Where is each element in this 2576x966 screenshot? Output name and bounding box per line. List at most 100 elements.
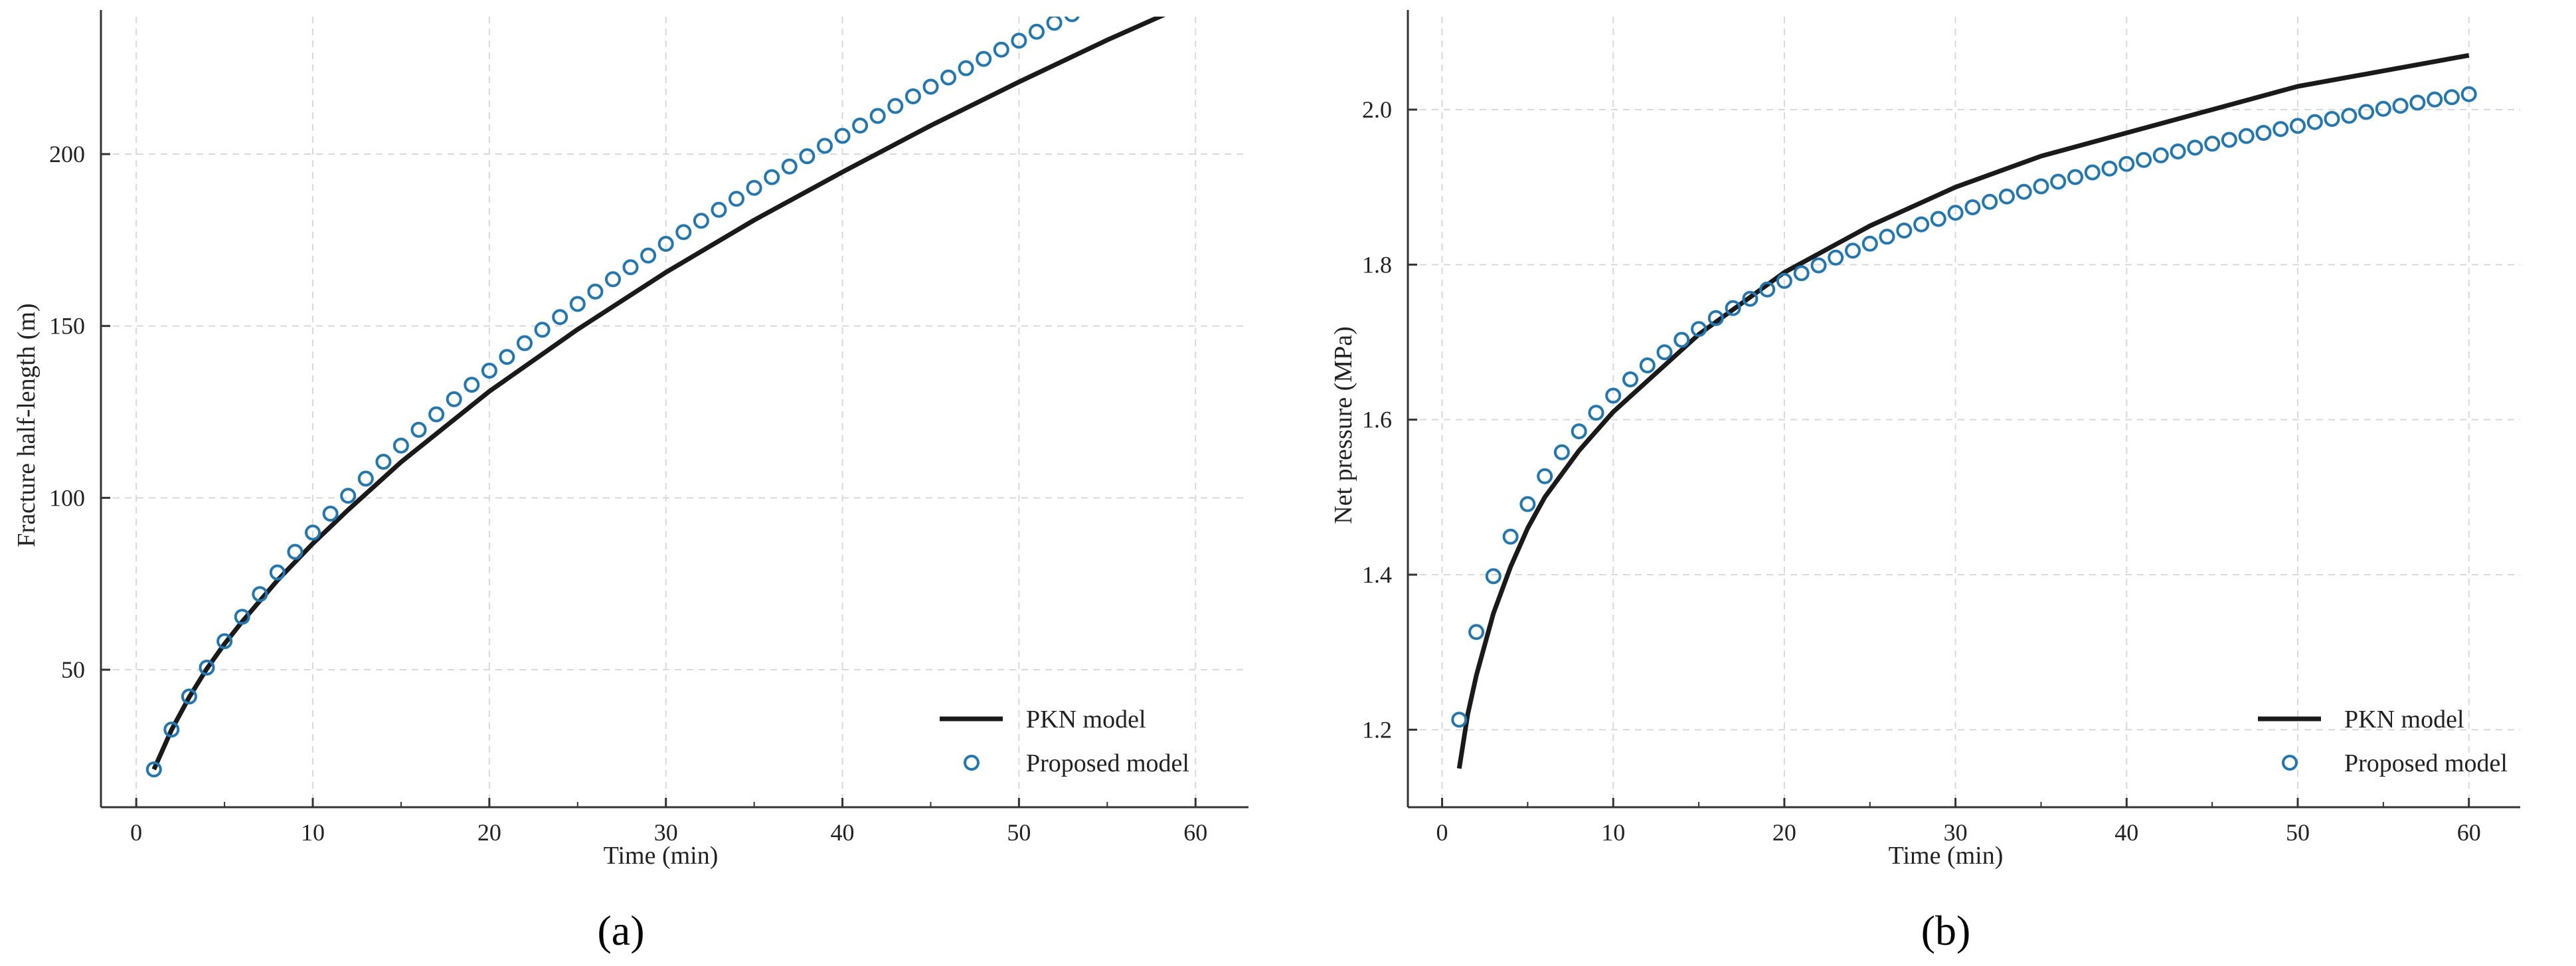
legend-label-proposed-b: Proposed model [2344,749,2508,777]
data-point-proposed [2273,121,2289,138]
data-point-proposed [2152,147,2169,163]
data-point-proposed [746,179,762,196]
data-point-proposed [2341,108,2358,124]
data-point-proposed [657,236,674,252]
data-point-proposed [1468,624,1485,640]
data-point-proposed [675,224,692,241]
data-point-proposed [1913,216,1930,233]
data-point-proposed [234,609,250,625]
data-point-proposed [181,688,197,705]
data-point-proposed [2375,100,2391,117]
data-point-proposed [1930,211,1946,227]
data-point-proposed [2238,128,2255,144]
data-point-proposed [1100,0,1114,3]
data-point-proposed [1519,496,1536,512]
data-point-proposed [1605,387,1622,404]
series-line-pkn [1456,52,2470,769]
data-point-proposed [305,524,321,541]
data-point-proposed [428,406,445,423]
data-point-proposed [322,506,339,522]
data-point-proposed [622,259,639,276]
data-point-proposed [145,761,162,778]
data-point-proposed [1810,257,1827,274]
axes-a [100,10,1248,809]
data-point-proposed [1046,17,1063,31]
data-point-proposed [1064,17,1080,23]
data-point-proposed [252,586,268,603]
data-point-proposed [410,421,427,438]
data-point-proposed [640,247,657,264]
x-tick-label: 10 [1601,819,1625,846]
data-point-proposed [499,349,515,365]
data-point-proposed [869,108,886,124]
grid-a [101,17,1248,807]
x-tick-label: 20 [477,819,501,846]
data-point-proposed [464,377,480,393]
data-point-proposed [729,191,744,207]
x-tick-label: 60 [2457,819,2481,846]
data-point-proposed [446,391,462,407]
y-tick-label: 100 [49,484,85,511]
y-tick-label: 1.4 [1362,561,1392,588]
y-tick-label: 150 [49,313,85,339]
data-point-proposed [2136,151,2152,168]
data-point-proposed [2033,178,2049,195]
y-tick-label: 1.6 [1362,407,1392,433]
series-line-pkn [151,17,1166,771]
data-point-proposed [693,213,709,229]
data-point-proposed [1674,332,1690,348]
data-point-proposed [904,88,921,104]
data-point-proposed [287,543,303,560]
data-point-proposed [1998,188,2015,205]
x-tick-label: 20 [1772,819,1796,846]
grid-b [1408,17,2520,807]
data-point-proposed [587,283,604,300]
x-tick-label: 0 [1436,819,1448,846]
data-point-proposed [1896,223,1913,239]
data-point-proposed [534,322,551,338]
data-point-proposed [887,98,904,114]
data-point-proposed [1485,568,1502,585]
data-point-proposed [2409,94,2426,111]
data-point-proposed [2067,169,2083,185]
data-point-proposed [2255,125,2272,141]
data-point-proposed [1725,300,1741,316]
data-point-proposed [2101,160,2118,177]
data-point-proposed [2290,118,2306,134]
ticks-b: 0 10 20 30 40 50 60 1.2 1.4 1.6 1.8 2.0 [1362,96,2481,846]
x-tick-label: 30 [654,819,678,846]
legend-b: PKN model Proposed model [2258,706,2508,777]
data-point-proposed [392,437,409,454]
data-point-proposed [1639,357,1656,373]
legend-label-pkn-a: PKN model [1026,706,1146,733]
data-point-proposed [2187,140,2203,156]
y-tick-label: 50 [61,656,85,683]
data-point-proposed [357,470,374,487]
data-point-proposed [799,148,816,165]
y-tick-label: 2.0 [1362,96,1392,123]
y-axis-title-a: Fracture half-length (m) [13,303,41,547]
data-point-proposed [1982,193,1998,210]
data-point-proposed [1776,272,1792,289]
data-point-proposed [1553,444,1570,460]
data-point-proposed [481,362,497,379]
series-a [145,0,1166,778]
data-point-proposed [340,488,357,504]
data-point-proposed [1828,249,1844,266]
data-point-proposed [552,309,568,326]
data-point-proposed [1845,242,1861,259]
panel-label-a: (a) [597,907,644,954]
data-point-proposed [764,169,780,185]
data-point-proposed [2170,144,2186,159]
y-tick-label: 200 [49,141,85,167]
data-point-proposed [781,158,798,175]
data-point-proposed [517,335,533,351]
data-point-proposed [2084,164,2101,181]
data-point-proposed [2443,89,2460,106]
data-point-proposed [216,633,233,650]
data-point-proposed [269,564,286,581]
y-axis-title-b: Net pressure (MPa) [1330,326,1357,524]
data-point-proposed [1861,235,1878,252]
data-point-proposed [2427,91,2443,108]
